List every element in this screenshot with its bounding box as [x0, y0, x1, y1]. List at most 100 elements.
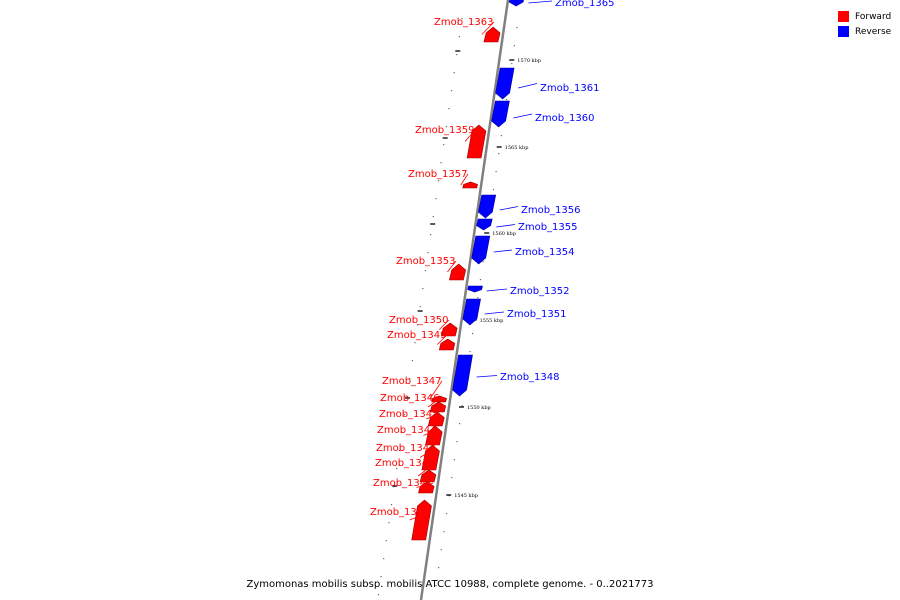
label-leader — [419, 447, 437, 458]
minor-dot — [513, 45, 515, 47]
label-leader — [518, 83, 538, 89]
minor-dot — [409, 378, 411, 380]
gene-label-zmob-1348: Zmob_1348 — [500, 372, 560, 383]
gene-label-zmob-1344: Zmob_1344 — [377, 425, 437, 436]
minor-dot — [500, 135, 502, 137]
minor-dot — [469, 351, 471, 353]
gene-zmob-1346 — [429, 401, 447, 413]
gene-zmob-1349 — [438, 338, 456, 351]
legend-forward: Forward — [838, 9, 891, 24]
gene-zmob-1356 — [478, 194, 497, 219]
gene-label-zmob-1340: Zmob_1340 — [370, 507, 430, 518]
reverse-swatch — [838, 26, 849, 37]
label-leader — [493, 249, 513, 253]
minor-dot — [453, 72, 455, 74]
minor-dot — [479, 279, 482, 281]
label-leader — [417, 462, 436, 477]
minor-dot — [396, 468, 398, 470]
label-leader — [447, 260, 457, 273]
minor-dot — [403, 414, 406, 416]
label-leader — [416, 482, 434, 488]
tick-label: 1555 kbp — [480, 318, 504, 324]
gene-label-zmob-1351: Zmob_1351 — [507, 309, 567, 320]
minor-dot — [422, 288, 424, 290]
minor-dot — [516, 27, 518, 29]
minor-dot — [419, 306, 421, 308]
label-leader — [484, 311, 505, 315]
minor-dot — [458, 36, 460, 38]
minor-dot — [383, 558, 385, 560]
minor-dot — [445, 513, 448, 515]
minor-dot — [461, 18, 463, 20]
major-ticks: 1570 kbp 1565 kbp 1560 kbp 1555 kbp 1550 kbp… — [392, 50, 541, 499]
gene-label-zmob-1354: Zmob_1354 — [515, 247, 575, 258]
gene-label-zmob-1341: Zmob_1341 — [373, 478, 433, 489]
minor-dot — [390, 504, 393, 506]
genome-caption: Zymomonas mobilis subsp. mobilis ATCC 10… — [246, 579, 654, 590]
minor-dot — [450, 90, 453, 92]
minor-dot — [443, 531, 445, 533]
label-leader — [513, 113, 533, 119]
label-leader — [439, 319, 450, 330]
label-leader — [436, 334, 448, 345]
gene-zmob-1360 — [491, 100, 510, 128]
minor-dot — [440, 162, 442, 164]
gene-label-zmob-1355: Zmob_1355 — [518, 222, 578, 233]
gene-zmob-1341 — [418, 481, 435, 494]
label-leaders — [409, 0, 553, 521]
minor-dot — [385, 540, 387, 542]
legend-reverse: Reverse — [838, 24, 891, 39]
label-leader — [428, 397, 441, 408]
minor-dot — [443, 144, 445, 146]
minor-dot — [495, 171, 497, 173]
gene-label-zmob-1361: Zmob_1361 — [540, 83, 600, 94]
gene-zmob-1351 — [462, 298, 481, 326]
legend: Forward Reverse — [838, 9, 891, 39]
minor-dot — [448, 108, 450, 110]
minor-dot — [377, 594, 380, 596]
gene-label-zmob-1353: Zmob_1353 — [396, 256, 456, 267]
minor-dot — [398, 450, 400, 452]
minor-dot — [435, 585, 437, 587]
minor-dot — [461, 405, 463, 407]
label-leader — [464, 129, 476, 142]
tick-label: 1560 kbp — [492, 231, 516, 237]
minor-dot — [414, 342, 416, 344]
minor-dot — [453, 459, 455, 461]
minor-dot — [445, 126, 447, 128]
gene-zmob-1340 — [411, 499, 432, 541]
label-leader — [476, 375, 498, 378]
gene-zmob-1353 — [449, 263, 467, 281]
minor-dot — [498, 153, 500, 155]
gene-label-zmob-1360: Zmob_1360 — [535, 113, 595, 124]
gene-zmob-1352 — [467, 285, 483, 293]
gene-zmob-1350 — [440, 322, 458, 337]
gene-features — [411, 0, 524, 541]
minor-dot — [451, 477, 453, 479]
minor-dot — [438, 567, 440, 569]
gene-zmob-1363 — [483, 26, 501, 43]
gene-zmob-1345 — [427, 411, 445, 427]
tick-label: 1565 kbp — [505, 145, 529, 151]
tick-label: 1545 kbp — [454, 493, 478, 499]
minor-dot — [401, 432, 403, 434]
gene-label-zmob-1343: Zmob_1343 — [376, 443, 436, 454]
gene-label-zmob-1357: Zmob_1357 — [408, 169, 468, 180]
minor-dot — [440, 549, 442, 551]
forward-swatch — [838, 11, 849, 22]
gene-zmob-1348 — [452, 354, 473, 397]
legend-forward-label: Forward — [855, 11, 892, 22]
minor-dot — [456, 441, 458, 443]
label-leader — [528, 0, 553, 4]
gene-zmob-1343 — [421, 444, 440, 471]
gene-label-zmob-1356: Zmob_1356 — [521, 205, 581, 216]
minor-dot — [388, 522, 390, 524]
label-leader — [499, 206, 519, 211]
minor-dot — [432, 216, 434, 218]
minor-dot — [472, 333, 474, 335]
label-leader — [426, 413, 440, 420]
minor-dot — [430, 234, 432, 236]
minor-dot — [406, 396, 408, 398]
label-leader — [429, 380, 443, 400]
